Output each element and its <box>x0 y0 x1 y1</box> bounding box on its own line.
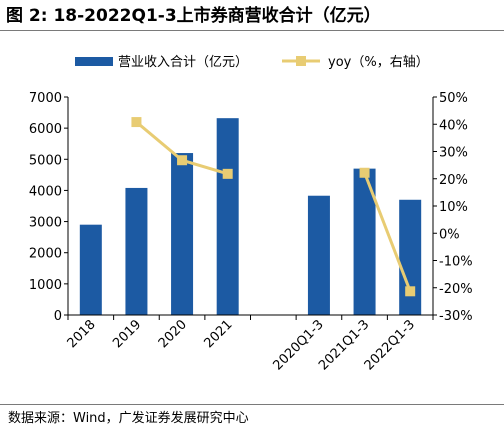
axes <box>67 97 434 320</box>
right-tick-label: 50% <box>439 91 468 106</box>
left-tick-label: 5000 <box>29 153 62 168</box>
right-tick-label: 20% <box>439 173 468 188</box>
yoy-point <box>405 286 416 297</box>
x-tick-label: 2018 <box>65 317 99 351</box>
right-tick-label: 0% <box>439 227 460 242</box>
left-tick-label: 7000 <box>29 91 62 106</box>
yoy-line-segment <box>363 172 412 292</box>
right-tick-label: -30% <box>439 309 473 324</box>
right-tick-label: -10% <box>439 255 473 270</box>
bars <box>79 118 422 315</box>
legend-line-label: yoy（%，右轴） <box>328 55 429 70</box>
legend-bar-label: 营业收入合计（亿元） <box>118 55 248 70</box>
left-tick-label: 0 <box>54 309 62 324</box>
legend-line-marker <box>296 56 306 66</box>
bar <box>79 224 102 315</box>
right-tick-label: 40% <box>439 118 468 133</box>
right-axis-ticks: -30% -20% -10% 0% 10% 20% 30% 40% 50% <box>433 91 473 324</box>
right-tick-label: 30% <box>439 146 468 161</box>
yoy-line <box>131 117 416 297</box>
bar <box>125 187 148 315</box>
chart: 营业收入合计（亿元） yoy（%，右轴） 0 1000 2000 3000 4000 50… <box>29 55 473 373</box>
yoy-point <box>222 168 233 179</box>
right-tick-label: -20% <box>439 282 473 297</box>
source-divider <box>0 404 504 405</box>
left-tick-label: 6000 <box>29 122 62 137</box>
left-axis-ticks: 0 1000 2000 3000 4000 5000 6000 7000 <box>29 91 68 324</box>
bar <box>216 118 239 315</box>
bar <box>353 168 376 315</box>
bar <box>399 199 422 315</box>
title-divider <box>0 30 504 31</box>
figure-title: 图 2: 18-2022Q1-3上市券商营收合计（亿元） <box>6 6 381 26</box>
left-tick-label: 2000 <box>29 247 62 262</box>
x-tick-label: 2020 <box>156 317 190 351</box>
left-tick-label: 4000 <box>29 184 62 199</box>
yoy-point <box>359 167 370 178</box>
bar <box>171 153 194 315</box>
yoy-point <box>177 155 188 166</box>
x-tick-label: 2019 <box>110 317 144 351</box>
left-tick-label: 3000 <box>29 216 62 231</box>
yoy-point <box>131 117 142 128</box>
legend: 营业收入合计（亿元） yoy（%，右轴） <box>75 55 429 70</box>
left-tick-label: 1000 <box>29 278 62 293</box>
source-note: 数据来源：Wind，广发证券发展研究中心 <box>8 411 249 426</box>
right-tick-label: 10% <box>439 200 468 215</box>
bar <box>307 195 330 315</box>
x-tick-label: 2021 <box>202 317 236 351</box>
legend-bar-swatch <box>75 57 113 66</box>
